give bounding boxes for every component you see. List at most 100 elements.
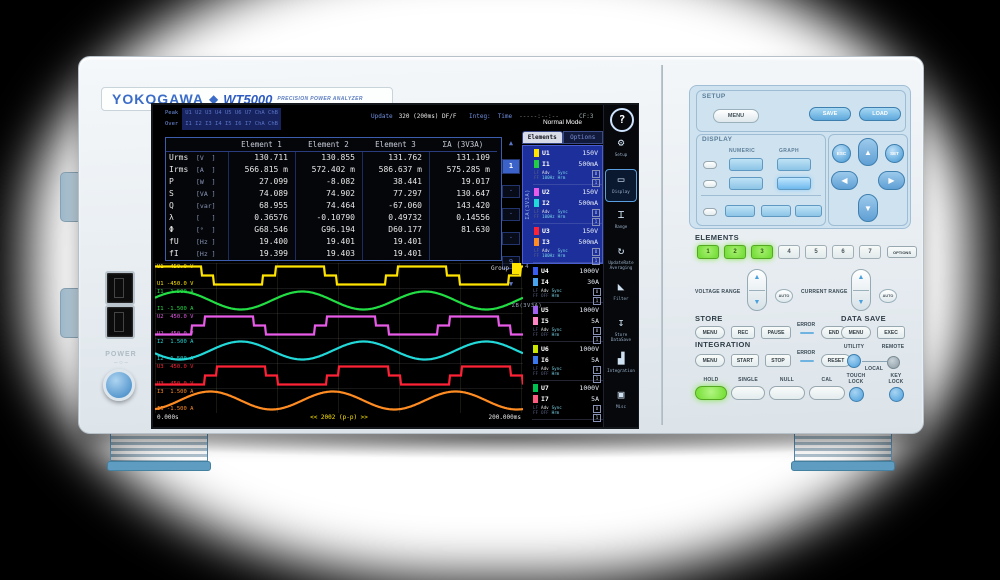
integration-icon[interactable]: ▟ Integration — [607, 352, 635, 373]
nav-down-button[interactable]: ▼ — [858, 194, 878, 222]
current-range-down-icon[interactable]: ▼ — [857, 299, 865, 306]
element-button-4[interactable]: 4 — [778, 245, 800, 259]
touch-lock-button[interactable] — [849, 387, 864, 402]
measurement-value: G96.194 — [295, 224, 362, 236]
setup-menu-button[interactable]: MENU — [713, 109, 759, 123]
voltage-range-rocker[interactable]: ▲ ▼ — [747, 269, 767, 311]
store-menu-button[interactable]: MENU — [695, 326, 725, 339]
options-button[interactable]: OPTIONS — [887, 246, 917, 258]
element-block[interactable]: U3 150V I3 500mA LF FF Adv 100Hz Sync Hrm U 1 — [533, 224, 602, 265]
graph-row1-button[interactable] — [777, 158, 811, 171]
numeric-row1-button[interactable] — [729, 158, 763, 171]
graph-row2-button[interactable] — [777, 177, 811, 190]
scroll-page-item[interactable]: 1 — [502, 158, 520, 174]
wiring-tag: U — [592, 248, 600, 256]
element-block[interactable]: U5 1000V I5 5A LF FF Adv OFF Sync Hrm U 1 — [532, 303, 603, 344]
setup-icon[interactable]: ⚙ Setup — [614, 136, 628, 157]
group-label: ΣA(3V3A) — [525, 189, 531, 220]
current-range-rocker[interactable]: ▲ ▼ — [851, 269, 871, 311]
utility-button[interactable] — [847, 354, 861, 368]
display-icon[interactable]: ▭ Display — [605, 169, 637, 202]
wiring-tag: 1 — [593, 375, 601, 383]
esc-button[interactable]: ESC — [832, 144, 851, 163]
element-block[interactable]: U1 150V I1 500mA LF FF Adv 100Hz Sync Hrm U 1 — [533, 146, 602, 187]
element-block[interactable]: U6 1000V I6 5A LF FF Adv OFF Sync Hrm U 1 — [532, 342, 603, 383]
display-row3-indicator[interactable] — [703, 208, 717, 216]
param-unit: [Hz ] — [196, 238, 216, 246]
current-auto-button[interactable]: AUTO — [879, 289, 897, 303]
data-save-menu-button[interactable]: MENU — [841, 326, 871, 339]
current-range-value: 5A — [591, 394, 599, 403]
custom-row3-button[interactable] — [795, 205, 822, 217]
usb-port-1[interactable] — [105, 271, 135, 305]
element-button-3[interactable]: 3 — [751, 245, 773, 259]
misc-icon[interactable]: ▣ Misc — [615, 388, 627, 409]
null-button[interactable] — [769, 386, 805, 400]
scroll-page-item[interactable]: · — [502, 232, 520, 246]
nav-up-button[interactable]: ▲ — [858, 138, 878, 166]
screen[interactable]: Peak U1 U2 U3 U4 U5 U6 U7 ChA ChB Over I1 … — [151, 103, 639, 429]
save-button[interactable]: SAVE — [809, 107, 851, 121]
data-save-exec-button[interactable]: EXEC — [877, 326, 905, 339]
voltage-auto-button[interactable]: AUTO — [775, 289, 793, 303]
usb-port-2[interactable] — [105, 305, 135, 339]
graph-row3-button[interactable] — [761, 205, 791, 217]
trace-top-label: U3 450.0 V — [157, 364, 194, 370]
integration-stop-button[interactable]: STOP — [765, 354, 791, 367]
wiring-tag: U — [593, 405, 601, 413]
graph-col-label: GRAPH — [779, 148, 800, 154]
current-range-value: 5A — [591, 355, 599, 364]
hold-button[interactable] — [695, 386, 727, 400]
voltage-range-up-icon[interactable]: ▲ — [753, 274, 761, 281]
current-range-value: 30A — [587, 277, 599, 286]
help-icon[interactable]: ? — [610, 108, 634, 132]
set-button[interactable]: SET — [885, 144, 904, 163]
element-button-5[interactable]: 5 — [805, 245, 827, 259]
element-group: ΣB(3V3A) U5 1000V I5 5A LF FF Adv OFF Sync Hrm U 1 U6… — [512, 303, 603, 422]
numeric-col-label: NUMERIC — [729, 148, 756, 154]
element-button-7[interactable]: 7 — [859, 245, 881, 259]
range-icon[interactable]: ⌶ Range — [614, 208, 628, 229]
element-block[interactable]: U7 1000V I7 5A LF FF Adv OFF Sync Hrm U 1 — [532, 381, 603, 422]
measurement-value: 27.099 — [228, 176, 295, 188]
nav-left-button[interactable]: ◀ — [831, 171, 858, 190]
update-rate-icon[interactable]: ↻ UpdateRate Averaging — [608, 244, 634, 270]
element-button-2[interactable]: 2 — [724, 245, 746, 259]
numeric-row3-button[interactable] — [725, 205, 755, 217]
store-icon[interactable]: ↧ Store DataSave — [610, 316, 632, 342]
store-rec-button[interactable]: REC — [731, 326, 755, 339]
key-lock-button[interactable] — [889, 387, 904, 402]
integration-menu-button[interactable]: MENU — [695, 354, 725, 367]
tab-options[interactable]: Options — [562, 131, 603, 144]
tab-elements[interactable]: Elements — [522, 131, 563, 144]
display-row2-indicator[interactable] — [703, 180, 717, 188]
power-button[interactable] — [103, 369, 135, 401]
measurement-value: 19.401 — [362, 248, 429, 260]
integration-start-button[interactable]: START — [731, 354, 759, 367]
nav-right-button[interactable]: ▶ — [878, 171, 905, 190]
measurement-value: 19.400 — [228, 236, 295, 248]
trace-top-label: I2 1.500 A — [157, 339, 194, 345]
element-block[interactable]: U4 1000V I4 30A LF FF Adv OFF Sync Hrm U 1 — [532, 264, 603, 305]
element-block[interactable]: U2 150V I2 500mA LF FF Adv 100Hz Sync Hrm U 1 — [533, 185, 602, 226]
store-pause-button[interactable]: PAUSE — [761, 326, 791, 339]
sidebar-tabs[interactable]: Elements Options — [522, 131, 603, 144]
single-button[interactable] — [731, 386, 765, 400]
page-scroll-strip[interactable]: ▲1···9▼ — [501, 139, 521, 289]
display-row1-indicator[interactable] — [703, 161, 717, 169]
voltage-range-down-icon[interactable]: ▼ — [753, 299, 761, 306]
element-button-6[interactable]: 6 — [832, 245, 854, 259]
current-range-up-icon[interactable]: ▲ — [857, 274, 865, 281]
element-button-1[interactable]: 1 — [697, 245, 719, 259]
measurement-value: 81.630 — [429, 224, 497, 236]
numeric-row2-button[interactable] — [729, 177, 763, 190]
load-button[interactable]: LOAD — [859, 107, 901, 121]
filter-icon[interactable]: ◣ Filter — [613, 280, 629, 301]
cal-button[interactable] — [809, 386, 845, 400]
scroll-up-icon[interactable]: ▲ — [508, 139, 514, 147]
current-range-label: CURRENT RANGE — [801, 289, 848, 295]
scroll-down-icon[interactable]: ▼ — [509, 280, 513, 289]
store-error-label: ERROR — [797, 322, 816, 328]
scroll-page-item[interactable]: · — [502, 208, 520, 222]
scroll-page-item[interactable]: · — [502, 184, 520, 198]
